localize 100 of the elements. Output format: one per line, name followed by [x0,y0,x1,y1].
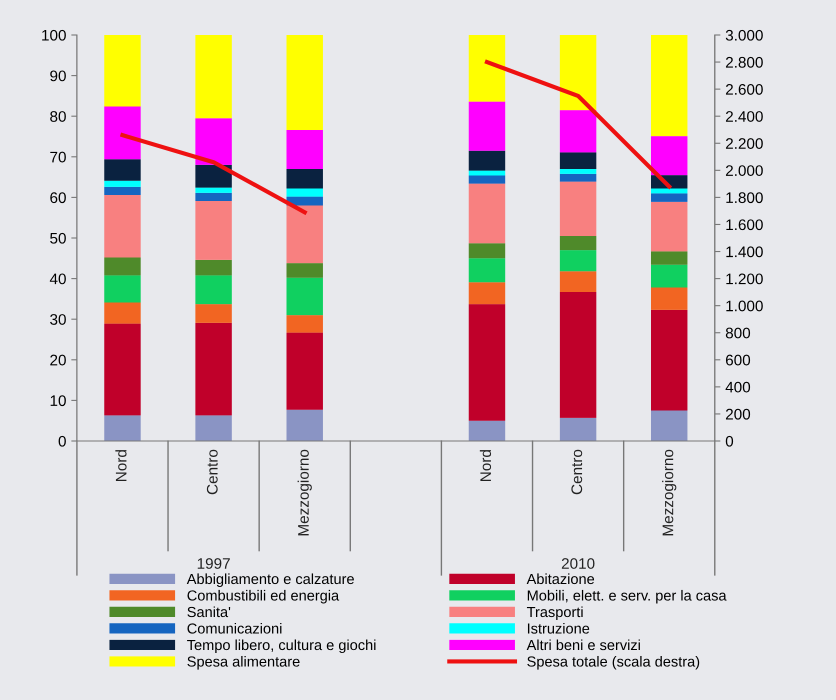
y-tick-label: 80 [50,111,66,122]
x-tick-label: Centro [206,450,218,494]
legend-label: Combustibili ed energia [187,590,340,604]
bar [468,35,506,102]
y2-tick-label: 2.400 [726,111,763,122]
bar [560,168,596,174]
x-tick-label: Mezzogiorno [298,450,312,536]
bar [104,186,141,195]
legend-label: Altri beni e servizi [526,639,640,650]
y2-tick-label: 400 [726,382,750,393]
x-tick-label: Nord [480,450,492,481]
bar [560,152,596,169]
bar [650,193,688,202]
bar [650,310,688,411]
bar [286,315,323,333]
y-tick-label: 40 [50,273,66,284]
bar [195,304,232,323]
y2-tick-label: 1.800 [726,192,763,204]
y2-tick-label: 200 [726,408,750,420]
bar [286,130,323,169]
y2-tick-label: 600 [726,354,750,366]
bar [468,102,506,151]
bar [104,415,141,441]
y-tick-label: 70 [50,152,66,162]
y2-tick-label: 1.600 [726,219,763,230]
bar [104,302,141,324]
bar [286,35,323,130]
bar [650,264,688,288]
bar [560,271,596,292]
bar [468,258,506,282]
text: 2010 [562,558,594,569]
bar [560,110,596,152]
bar [560,418,596,441]
bar [560,182,596,236]
bar [195,201,232,260]
bar [195,188,232,193]
bar [650,35,688,136]
y-tick-label: 60 [50,192,66,204]
y-tick-label: 90 [50,70,66,82]
bar [286,410,323,441]
y-tick-label: 20 [50,354,66,366]
y2-tick-label: 1.000 [726,300,763,312]
legend-label: Sanita' [187,606,230,618]
bar [286,278,323,316]
y2-tick-label: 3.000 [726,30,763,41]
y2-tick-label: 800 [726,328,750,338]
y2-tick-label: 1.200 [726,273,763,284]
legend-label: Comunicazioni [187,622,282,634]
bar [195,118,232,165]
legend-label: Istruzione [528,622,590,634]
y-tick-label: 100 [42,30,66,41]
bar [104,159,141,181]
bar [650,188,688,194]
y2-tick-label: 2.000 [726,165,763,176]
bar [195,164,232,188]
bar [560,174,596,182]
y2-tick-label: 2.800 [726,56,763,68]
bar [195,322,232,416]
bar [104,324,141,416]
bar [650,251,688,265]
legend-label: Spesa totale (scala destra) [527,656,700,670]
legend-label: Abbigliamento e calzature [186,573,354,588]
bar [195,415,232,441]
bar [468,243,506,258]
y2-tick-label: 2.600 [726,84,763,95]
y-tick-label: 30 [50,314,66,325]
bar [560,35,596,110]
bar [468,184,506,244]
y-tick-label: 10 [50,395,66,406]
bar [468,420,506,441]
bar [650,288,688,310]
y-tick-label: 0 [58,436,66,447]
bar [468,282,506,304]
bar [560,236,596,250]
bar [104,180,141,187]
bar [104,194,141,258]
bar [104,257,141,276]
x-tick-label: Mezzogiorno [662,450,676,536]
bar [650,202,688,252]
legend-label: Mobili, elett. e serv. per la casa [528,590,727,604]
y2-tick-label: 0 [726,436,734,447]
text: 1997 [198,558,230,569]
bar [650,410,688,441]
bar [286,332,323,410]
bar [195,275,232,304]
bar [195,35,232,118]
bar [650,136,688,176]
bar [468,304,506,421]
y2-tick-label: 1.400 [726,246,763,258]
bar [560,292,596,418]
legend-label: Tempo libero, cultura e giochi [187,639,376,654]
bar [468,175,506,184]
y-tick-label: 50 [50,232,66,244]
bar [560,250,596,272]
bar [468,170,506,176]
bar [195,192,232,202]
legend-label: Abitazione [526,573,594,584]
bar [468,150,506,171]
y2-tick-label: 2.200 [726,138,763,149]
bar [104,106,141,160]
